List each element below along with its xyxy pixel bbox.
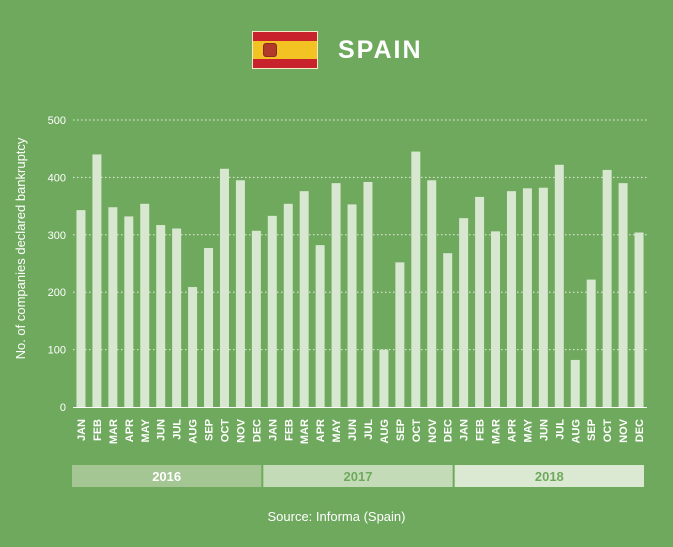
bar <box>475 196 485 407</box>
bar <box>235 180 245 407</box>
y-tick-label: 500 <box>48 115 66 127</box>
year-band <box>454 465 644 487</box>
bar <box>172 228 182 407</box>
x-tick-label: FEB <box>283 419 295 441</box>
x-tick-label: JUL <box>172 419 184 440</box>
x-tick-label: SEP <box>395 419 407 441</box>
bar <box>219 168 229 407</box>
bar <box>156 225 166 407</box>
bar <box>108 207 118 407</box>
year-label: 2017 <box>344 469 373 484</box>
y-tick-label: 300 <box>48 230 66 242</box>
x-tick-label: AUG <box>188 419 200 443</box>
bar <box>331 183 341 407</box>
x-tick-label: MAR <box>108 419 120 444</box>
y-axis-label: No. of companies declared bankruptcy <box>13 137 28 359</box>
bar <box>204 248 214 407</box>
chart-header: SPAIN <box>252 30 423 70</box>
bar <box>251 230 261 407</box>
x-tick-label: MAY <box>522 418 534 442</box>
x-tick-label: MAR <box>491 419 503 444</box>
x-tick-label: MAR <box>299 419 311 444</box>
x-tick-label: JUN <box>538 419 550 441</box>
x-tick-label: SEP <box>204 419 216 441</box>
year-label: 2016 <box>152 469 181 484</box>
y-tick-label: 400 <box>48 172 66 184</box>
year-band <box>263 465 453 487</box>
bar <box>554 164 564 407</box>
x-tick-label: JUL <box>554 419 566 440</box>
x-tick-label: JAN <box>459 419 471 441</box>
y-tick-label: 0 <box>60 402 66 414</box>
x-tick-label: NOV <box>618 418 630 443</box>
bar <box>76 210 86 407</box>
y-tick-label: 200 <box>48 287 66 299</box>
x-tick-label: NOV <box>235 418 247 443</box>
x-tick-label: APR <box>124 419 136 442</box>
x-tick-label: JUN <box>156 419 168 441</box>
flag-red-stripe-bottom <box>253 59 317 68</box>
x-tick-label: JUN <box>347 419 359 441</box>
bar <box>315 245 325 407</box>
x-tick-label: OCT <box>602 419 614 443</box>
bar <box>379 349 389 407</box>
chart-title: SPAIN <box>338 35 423 64</box>
bar <box>363 181 373 407</box>
bar <box>124 216 134 407</box>
x-tick-label: APR <box>506 419 518 442</box>
bar <box>411 151 421 407</box>
bar <box>443 253 453 407</box>
bar <box>491 231 501 407</box>
x-tick-label: DEC <box>443 419 455 442</box>
bar <box>586 279 596 407</box>
x-tick-label: FEB <box>475 419 487 441</box>
x-tick-label: AUG <box>570 419 582 443</box>
bar <box>395 262 405 407</box>
x-tick-label: OCT <box>411 419 423 443</box>
bar <box>634 232 644 407</box>
flag-red-stripe-top <box>253 32 317 41</box>
year-band <box>72 465 262 487</box>
x-tick-label: NOV <box>427 418 439 443</box>
year-label: 2018 <box>535 469 564 484</box>
bar <box>427 180 437 407</box>
coat-of-arms-icon <box>264 44 276 56</box>
bar <box>618 183 628 407</box>
bar <box>522 188 532 407</box>
x-tick-label: SEP <box>586 419 598 441</box>
bar <box>538 187 548 407</box>
x-tick-label: APR <box>315 419 327 442</box>
bar <box>570 359 580 407</box>
x-tick-label: MAY <box>331 418 343 442</box>
x-tick-label: OCT <box>219 419 231 443</box>
x-tick-label: MAY <box>140 418 152 442</box>
x-tick-label: FEB <box>92 419 104 441</box>
bar <box>92 154 102 407</box>
bar <box>506 191 516 407</box>
bar <box>347 204 357 407</box>
bar <box>267 215 277 407</box>
bar <box>140 203 150 407</box>
bar <box>299 191 309 407</box>
bar <box>283 203 293 407</box>
x-tick-label: JAN <box>76 419 88 441</box>
bar <box>602 169 612 407</box>
spain-flag-icon <box>252 31 318 69</box>
y-tick-label: 100 <box>48 345 66 357</box>
x-tick-label: DEC <box>251 419 263 442</box>
bar <box>188 287 198 407</box>
x-tick-label: JAN <box>267 419 279 441</box>
x-tick-label: DEC <box>634 419 646 442</box>
x-tick-label: JUL <box>363 419 375 440</box>
bar <box>459 218 469 407</box>
x-tick-label: AUG <box>379 419 391 443</box>
source-note: Source: Informa (Spain) <box>267 509 406 524</box>
